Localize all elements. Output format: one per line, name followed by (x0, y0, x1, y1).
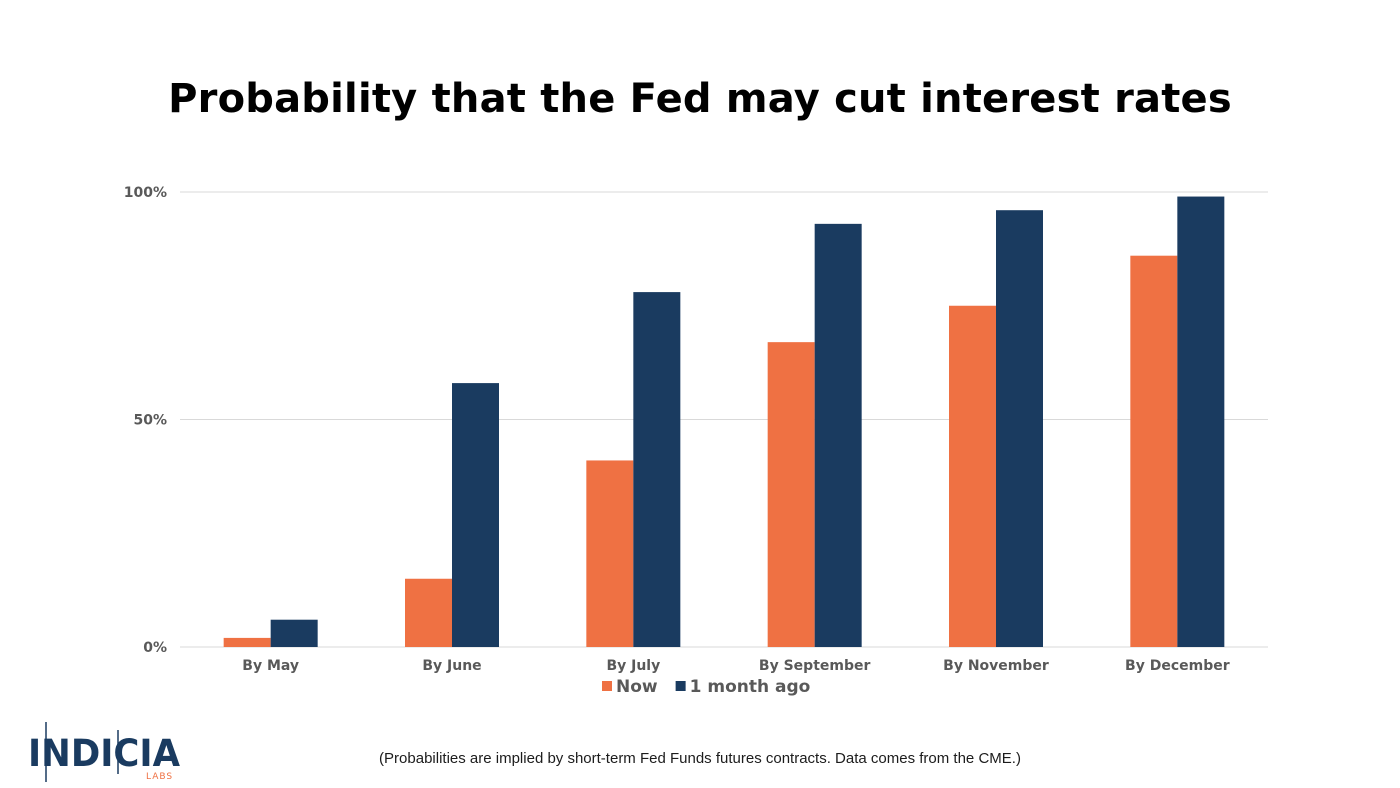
y-tick-label: 100% (124, 185, 167, 201)
logo-wordmark: INDICIA (28, 732, 180, 775)
logo-subtext: LABS (146, 772, 173, 782)
bar-1-month-ago (814, 223, 862, 647)
legend-label: Now (616, 677, 658, 697)
bar-now (1130, 255, 1178, 647)
x-tick-label: By July (606, 658, 660, 674)
bar-now (586, 460, 634, 647)
legend-label: 1 month ago (690, 677, 811, 697)
bar-1-month-ago (633, 292, 681, 647)
y-tick-label: 50% (133, 413, 167, 429)
bar-chart: 0% 50% 100% By May By June By July By Septembe… (124, 185, 1268, 697)
bar-1-month-ago (996, 210, 1043, 647)
indicia-labs-logo: INDICIA LABS (28, 722, 180, 782)
x-tick-label: By May (242, 658, 299, 674)
bar-now (767, 342, 815, 647)
bar-1-month-ago (270, 619, 318, 647)
bar-1-month-ago (1177, 196, 1225, 648)
bar-1-month-ago (452, 383, 499, 647)
footnote: (Probabilities are implied by short-term… (379, 750, 1021, 767)
chart-title: Probability that the Fed may cut interes… (168, 76, 1232, 122)
y-tick-label: 0% (143, 640, 167, 656)
bar-now (405, 578, 452, 647)
bar-now (949, 305, 996, 647)
x-tick-label: By June (422, 658, 481, 674)
legend-swatch (675, 681, 686, 691)
x-tick-label: By December (1125, 658, 1230, 674)
logo-candlestick-icon (45, 722, 119, 782)
bar-now (223, 637, 271, 647)
x-tick-label: By September (759, 658, 871, 674)
x-tick-label: By November (943, 658, 1049, 674)
legend-swatch (602, 681, 612, 691)
